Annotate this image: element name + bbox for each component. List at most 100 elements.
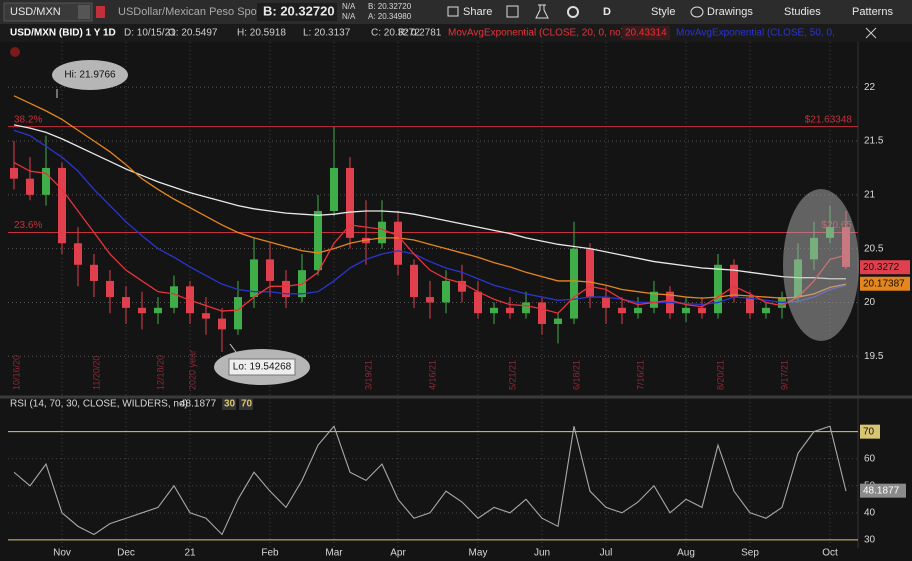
candle-body xyxy=(410,264,418,298)
candle-body xyxy=(122,297,130,308)
highlight-ellipse xyxy=(783,189,859,341)
fib-price-label: $21.63348 xyxy=(805,114,853,125)
callout-pointer xyxy=(229,343,237,353)
study-label: MovAvgExponential (CLOSE, 20, 0, no) xyxy=(448,28,624,39)
y-tick-label: 21 xyxy=(864,189,876,200)
icon xyxy=(690,6,704,18)
candle-body xyxy=(250,259,258,298)
date-marker: 6/18/21 xyxy=(571,360,581,390)
candle-body xyxy=(378,221,386,244)
candle-body xyxy=(506,307,514,314)
y-tick-label: 20.5 xyxy=(864,243,884,254)
icon[interactable] xyxy=(865,27,877,39)
ema-line xyxy=(13,95,847,299)
rsi-tick-label: 40 xyxy=(864,507,876,518)
x-tick-label: Sep xyxy=(741,548,759,559)
callout-text: Lo: 19.54268 xyxy=(233,362,292,373)
x-tick-label: Mar xyxy=(325,548,343,559)
rsi-band-box xyxy=(222,398,236,410)
studies-button[interactable]: Studies xyxy=(784,6,821,18)
x-tick-label: Nov xyxy=(53,548,71,559)
rsi-tick-label: 30 xyxy=(864,535,876,546)
ask-small: A: 20.34980 xyxy=(368,12,412,21)
symbol[interactable]: USD/MXN xyxy=(10,6,61,18)
candle-body xyxy=(714,264,722,314)
bid: B: 20.32720 xyxy=(263,3,335,18)
patterns-button[interactable]: Patterns xyxy=(852,6,893,18)
na: N/A xyxy=(342,2,356,11)
collapse-box[interactable] xyxy=(858,24,912,42)
rsi-title: RSI (14, 70, 30, CLOSE, WILDERS, no) xyxy=(10,399,188,410)
candle-body xyxy=(74,243,82,265)
rsi-last: 48.1877 xyxy=(180,399,217,410)
bid-box xyxy=(257,3,337,21)
x-tick-label: Aug xyxy=(677,548,695,559)
callout xyxy=(52,60,128,90)
candle-body xyxy=(154,307,162,314)
candle-body xyxy=(138,307,146,314)
fib-label: 38.2% xyxy=(14,114,42,125)
candle-body xyxy=(474,291,482,314)
share[interactable]: Share xyxy=(463,6,492,18)
flag[interactable] xyxy=(96,6,105,18)
icon[interactable] xyxy=(535,4,549,19)
icon[interactable] xyxy=(567,6,579,18)
alert-icon[interactable] xyxy=(10,47,20,57)
ema-line xyxy=(13,161,847,314)
candle-body xyxy=(618,307,626,314)
rsi-line xyxy=(13,425,847,536)
price-marker-label: 20.17387 xyxy=(863,278,905,289)
candle-body xyxy=(554,318,562,324)
date-marker: 5/21/21 xyxy=(507,360,517,390)
info-date: D: 10/15/21 xyxy=(124,28,176,39)
candle-body xyxy=(682,307,690,314)
x-tick-label: Jun xyxy=(534,548,550,559)
candle-body xyxy=(266,259,274,281)
description: USDollar/Mexican Peso Spot xyxy=(118,6,260,18)
date-marker: 2020 year xyxy=(187,350,197,390)
candle-body xyxy=(234,297,242,330)
bid-small: B: 20.32720 xyxy=(368,2,412,11)
candle-body xyxy=(698,307,706,314)
icon[interactable] xyxy=(506,5,519,18)
chart-symbol: USD/MXN (BID) 1 Y 1D xyxy=(10,28,116,39)
rsi-tick-label: 60 xyxy=(864,453,876,464)
x-tick-label: Jul xyxy=(600,548,613,559)
symbol-box[interactable] xyxy=(3,2,93,22)
y-tick-label: 21.5 xyxy=(864,136,884,147)
candle-body xyxy=(762,307,770,314)
drawings-button[interactable]: Drawings xyxy=(707,6,753,18)
rsi-band-box xyxy=(239,398,253,410)
candle-body xyxy=(26,178,34,195)
rsi-band-marker xyxy=(860,424,880,439)
x-tick-label: Dec xyxy=(117,548,135,559)
candle-body xyxy=(458,280,466,292)
callout-box xyxy=(228,358,296,376)
y-tick-label: 22 xyxy=(864,82,876,93)
style-button[interactable]: Style xyxy=(651,6,675,18)
x-tick-label: 21 xyxy=(184,548,196,559)
icon xyxy=(447,6,459,17)
candle-body xyxy=(314,210,322,271)
price-marker xyxy=(860,260,910,275)
candle-body xyxy=(282,280,290,298)
study-value-box xyxy=(622,26,670,40)
ema-line xyxy=(13,124,846,280)
date-marker: 11/20/20 xyxy=(91,356,101,390)
dropdown[interactable] xyxy=(78,5,90,19)
x-tick-label: Oct xyxy=(822,548,838,559)
rsi-band: 30 xyxy=(224,399,236,410)
plot: 10/16/20 11/20/20 12/18/20 2020 year 3/19/21… xyxy=(8,42,858,548)
date-marker: 4/16/21 xyxy=(427,360,437,390)
axis-labels: 19.52020.52121.5223040506070NovDec21FebM… xyxy=(53,82,910,559)
info-close: C: 20.3272 xyxy=(371,28,420,39)
info-bar xyxy=(0,24,912,42)
candle-body xyxy=(218,318,226,330)
candle-body xyxy=(10,167,18,179)
period[interactable]: D xyxy=(603,6,611,18)
candle-body xyxy=(106,280,114,298)
study-value: 20.43314 xyxy=(625,28,667,39)
date-marker: 8/20/21 xyxy=(715,360,725,390)
date-marker: 9/17/21 xyxy=(779,360,789,390)
x-tick-label: May xyxy=(469,548,488,559)
